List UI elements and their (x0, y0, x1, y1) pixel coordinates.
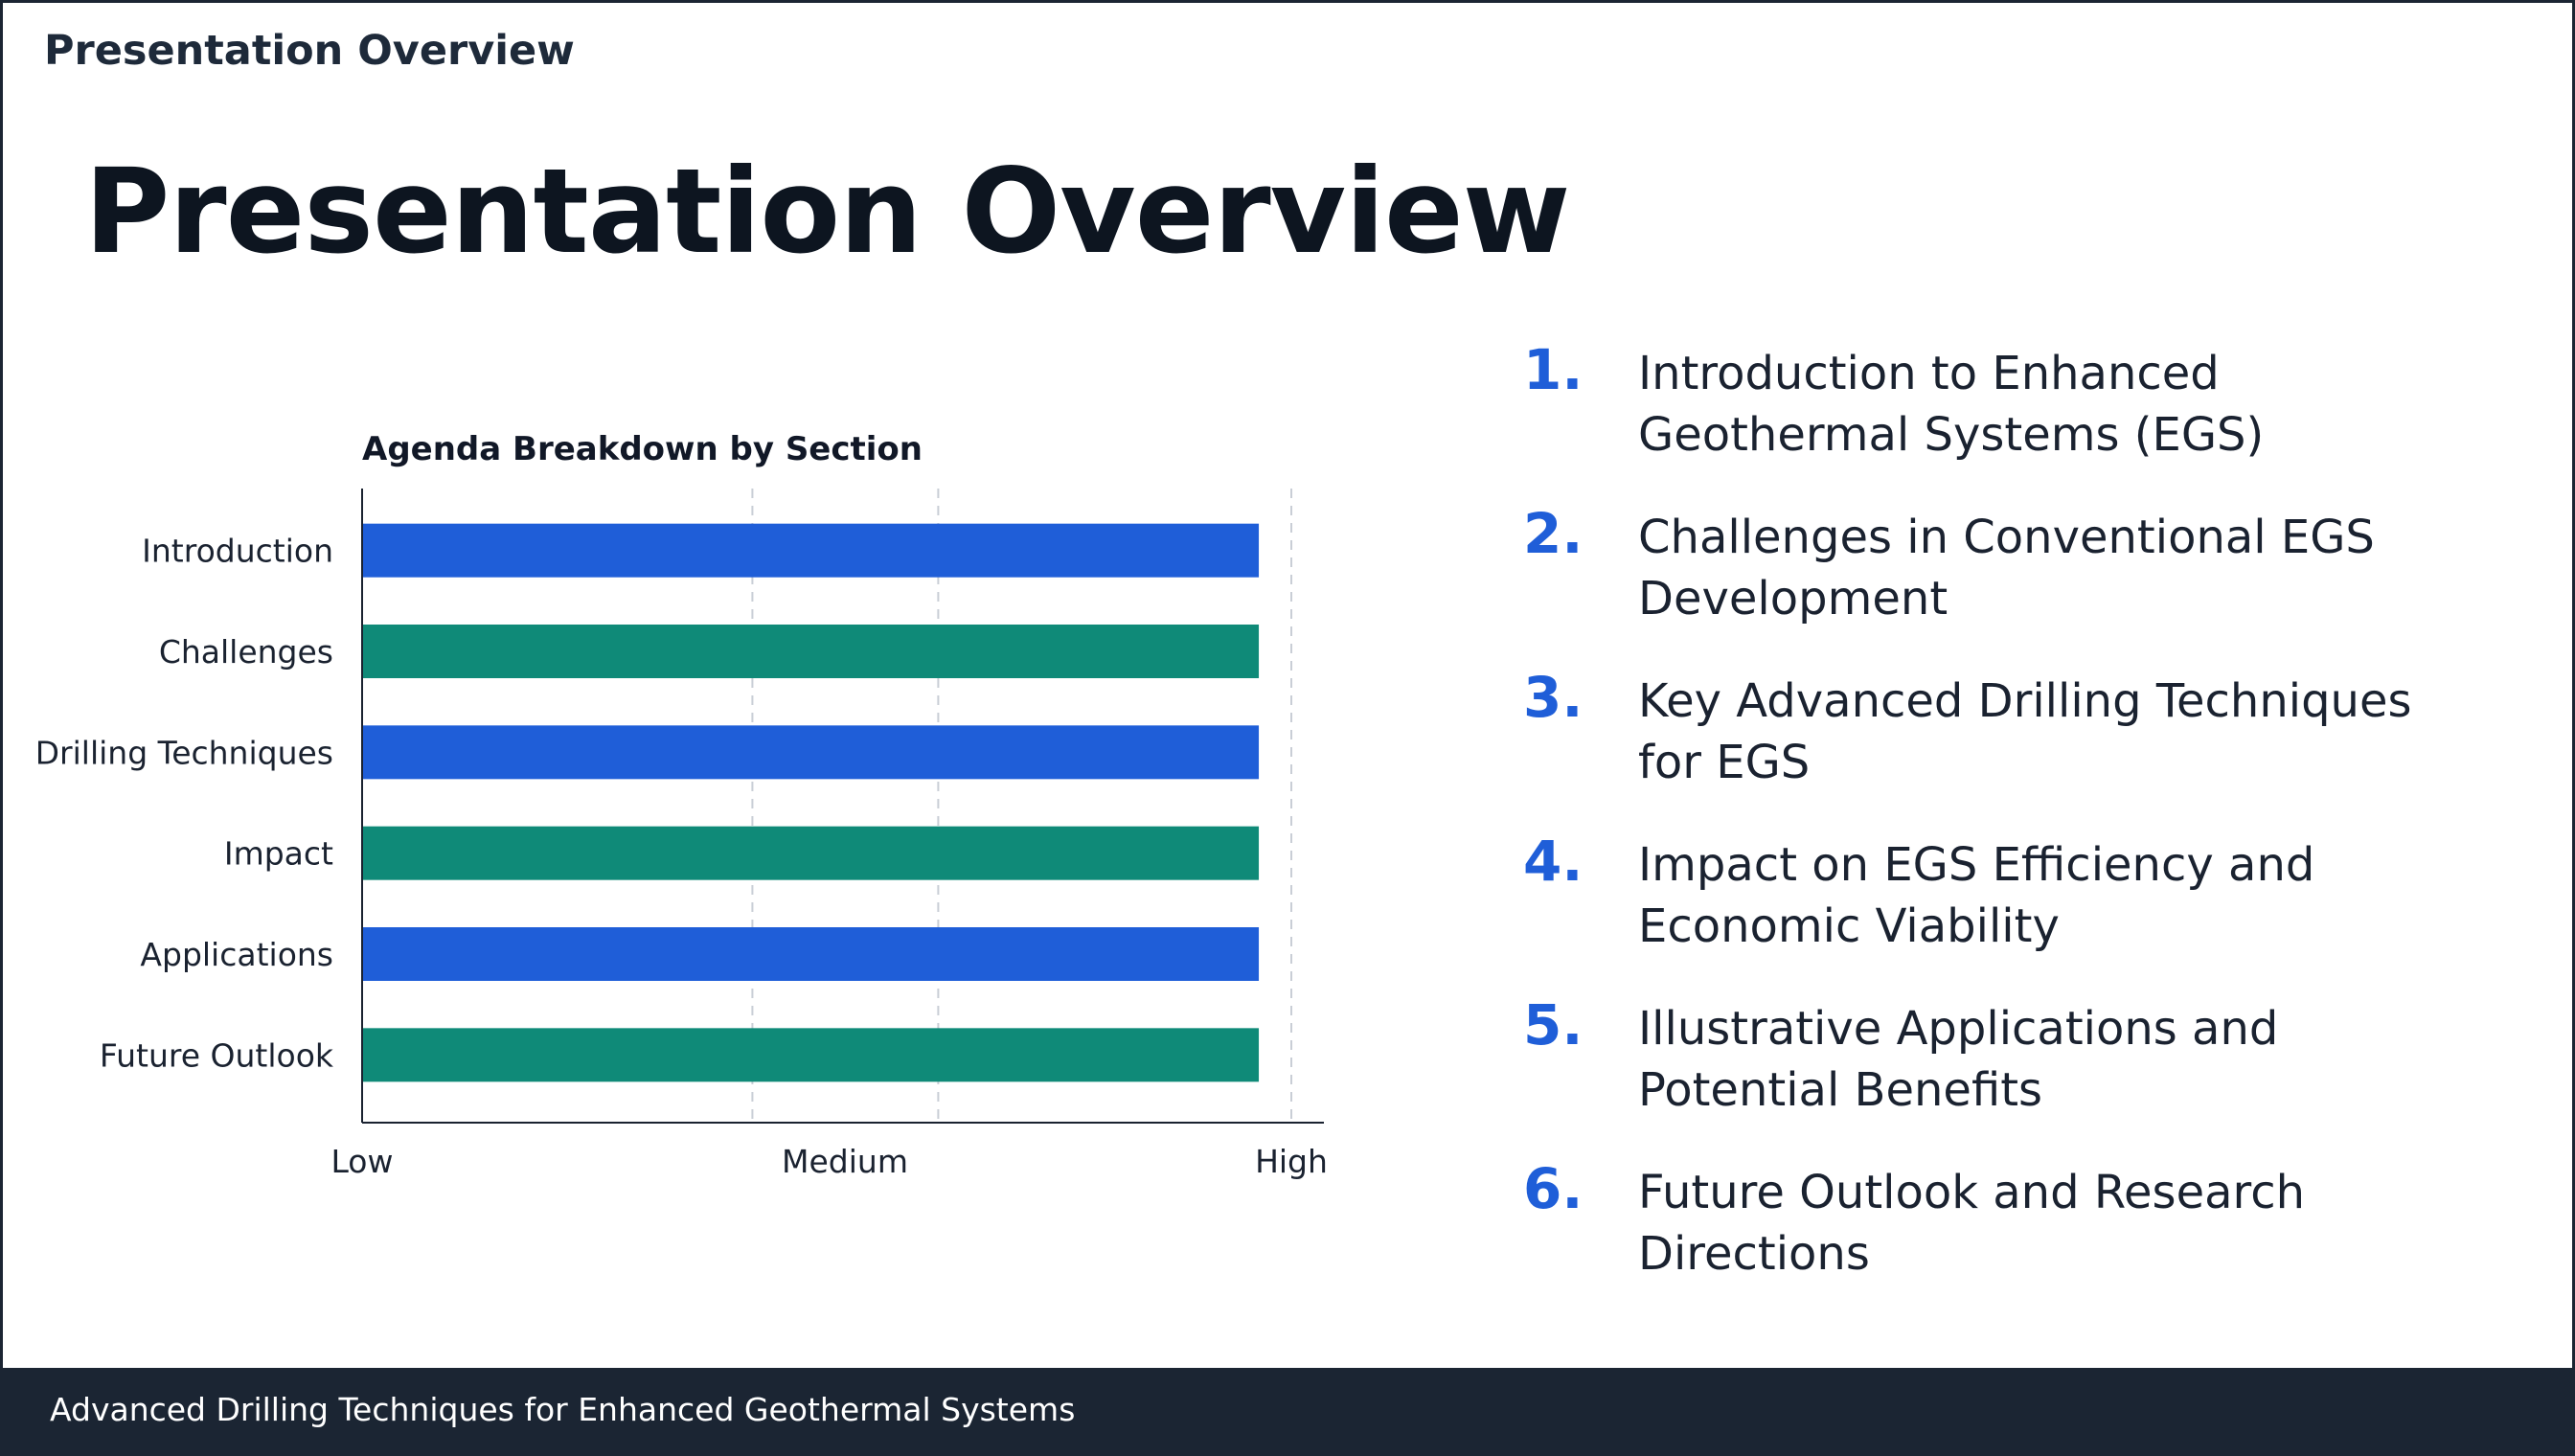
agenda-item: 3. Key Advanced Drilling Techniques for … (1523, 665, 2519, 829)
chart-x-tick-label: Medium (782, 1143, 908, 1180)
agenda-item: 5. Illustrative Applications and Potenti… (1523, 992, 2519, 1156)
chart-bar (362, 625, 1260, 678)
agenda-text: Challenges in Conventional EGS Developme… (1638, 511, 2375, 626)
agenda-number: 3. (1523, 665, 1584, 730)
agenda-number: 6. (1523, 1156, 1584, 1221)
agenda-text: Key Advanced Drilling Techniques for EGS (1638, 674, 2412, 789)
chart-title: Agenda Breakdown by Section (362, 430, 923, 468)
header-label: Presentation Overview (44, 27, 575, 75)
agenda-number: 5. (1523, 992, 1584, 1058)
agenda-text: Illustrative Applications and Potential … (1638, 1002, 2279, 1117)
footer-bar: Advanced Drilling Techniques for Enhance… (0, 1368, 2575, 1456)
slide-title: Presentation Overview (84, 144, 1570, 280)
chart-x-tick-label: High (1255, 1143, 1328, 1180)
chart-category-label: Future Outlook (100, 1036, 334, 1074)
chart-category-label: Drilling Techniques (38, 734, 333, 771)
agenda-text: Future Outlook and Research Directions (1638, 1166, 2305, 1281)
footer-text: Advanced Drilling Techniques for Enhance… (50, 1391, 1076, 1428)
chart-bar (362, 927, 1260, 981)
agenda-text: Impact on EGS Efficiency and Economic Vi… (1638, 838, 2315, 953)
chart-category-label: Introduction (142, 533, 333, 570)
chart-category-label: Applications (140, 936, 333, 973)
chart-x-tick-label: Low (331, 1143, 394, 1180)
agenda-item: 4. Impact on EGS Efficiency and Economic… (1523, 829, 2519, 992)
chart-bar (362, 826, 1260, 880)
agenda-item: 2. Challenges in Conventional EGS Develo… (1523, 501, 2519, 665)
agenda-text: Introduction to Enhanced Geothermal Syst… (1638, 347, 2265, 462)
agenda-item: 1. Introduction to Enhanced Geothermal S… (1523, 337, 2519, 501)
chart-category-label: Impact (224, 835, 333, 873)
agenda-chart: Agenda Breakdown by Section Introduction C… (38, 412, 1379, 1197)
agenda-number: 4. (1523, 829, 1584, 894)
agenda-item: 6. Future Outlook and Research Direction… (1523, 1156, 2519, 1320)
chart-bar (362, 725, 1260, 780)
bar-chart-svg: Agenda Breakdown by Section Introduction C… (38, 430, 1328, 1180)
chart-bar (362, 1028, 1260, 1082)
agenda-list: 1. Introduction to Enhanced Geothermal S… (1523, 337, 2519, 1320)
agenda-number: 2. (1523, 501, 1584, 566)
chart-bar (362, 523, 1260, 578)
chart-category-label: Challenges (159, 633, 333, 671)
agenda-number: 1. (1523, 337, 1584, 402)
